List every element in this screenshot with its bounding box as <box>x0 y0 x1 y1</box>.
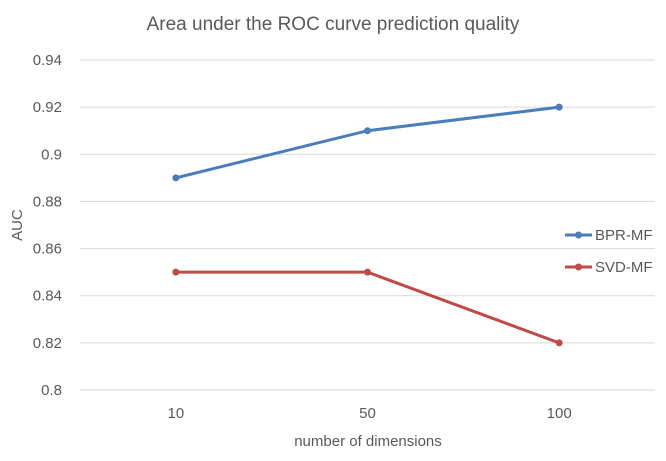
y-tick-label: 0.92 <box>33 99 62 116</box>
y-tick-label: 0.8 <box>41 382 62 399</box>
legend-marker <box>575 231 582 239</box>
y-axis-label: AUC <box>9 209 26 241</box>
y-tick-label: 0.9 <box>41 146 62 163</box>
data-point <box>555 103 563 111</box>
chart-title: Area under the ROC curve prediction qual… <box>147 14 520 35</box>
series-line <box>175 270 560 345</box>
y-tick-label: 0.94 <box>33 52 62 69</box>
y-tick-label: 0.88 <box>33 193 62 210</box>
y-axis-ticks: 0.8 0.82 0.84 0.86 0.88 0.9 0.92 0.94 <box>33 52 62 399</box>
x-axis-ticks: 10 50 100 <box>167 405 571 422</box>
series-svd-mf <box>172 268 563 347</box>
data-point <box>172 174 180 182</box>
y-tick-label: 0.82 <box>33 335 62 352</box>
legend-marker <box>575 263 582 271</box>
data-point <box>364 268 371 276</box>
x-axis-label: number of dimensions <box>294 433 442 450</box>
x-tick-label: 10 <box>167 405 184 422</box>
series-line <box>175 105 560 180</box>
series-bpr-mf <box>172 103 563 182</box>
data-point <box>555 339 563 347</box>
legend-item: SVD-MF <box>565 259 653 276</box>
x-tick-label: 50 <box>359 405 376 422</box>
y-tick-label: 0.86 <box>33 241 62 258</box>
data-point <box>364 127 371 135</box>
data-point <box>172 268 180 276</box>
legend-item: BPR-MF <box>565 227 653 244</box>
legend-label: BPR-MF <box>595 227 653 244</box>
y-tick-label: 0.84 <box>33 288 62 305</box>
gridlines <box>80 59 655 391</box>
x-tick-label: 100 <box>547 405 572 422</box>
legend: BPR-MF SVD-MF <box>565 227 653 276</box>
series-lines <box>172 103 563 347</box>
legend-label: SVD-MF <box>595 259 653 276</box>
